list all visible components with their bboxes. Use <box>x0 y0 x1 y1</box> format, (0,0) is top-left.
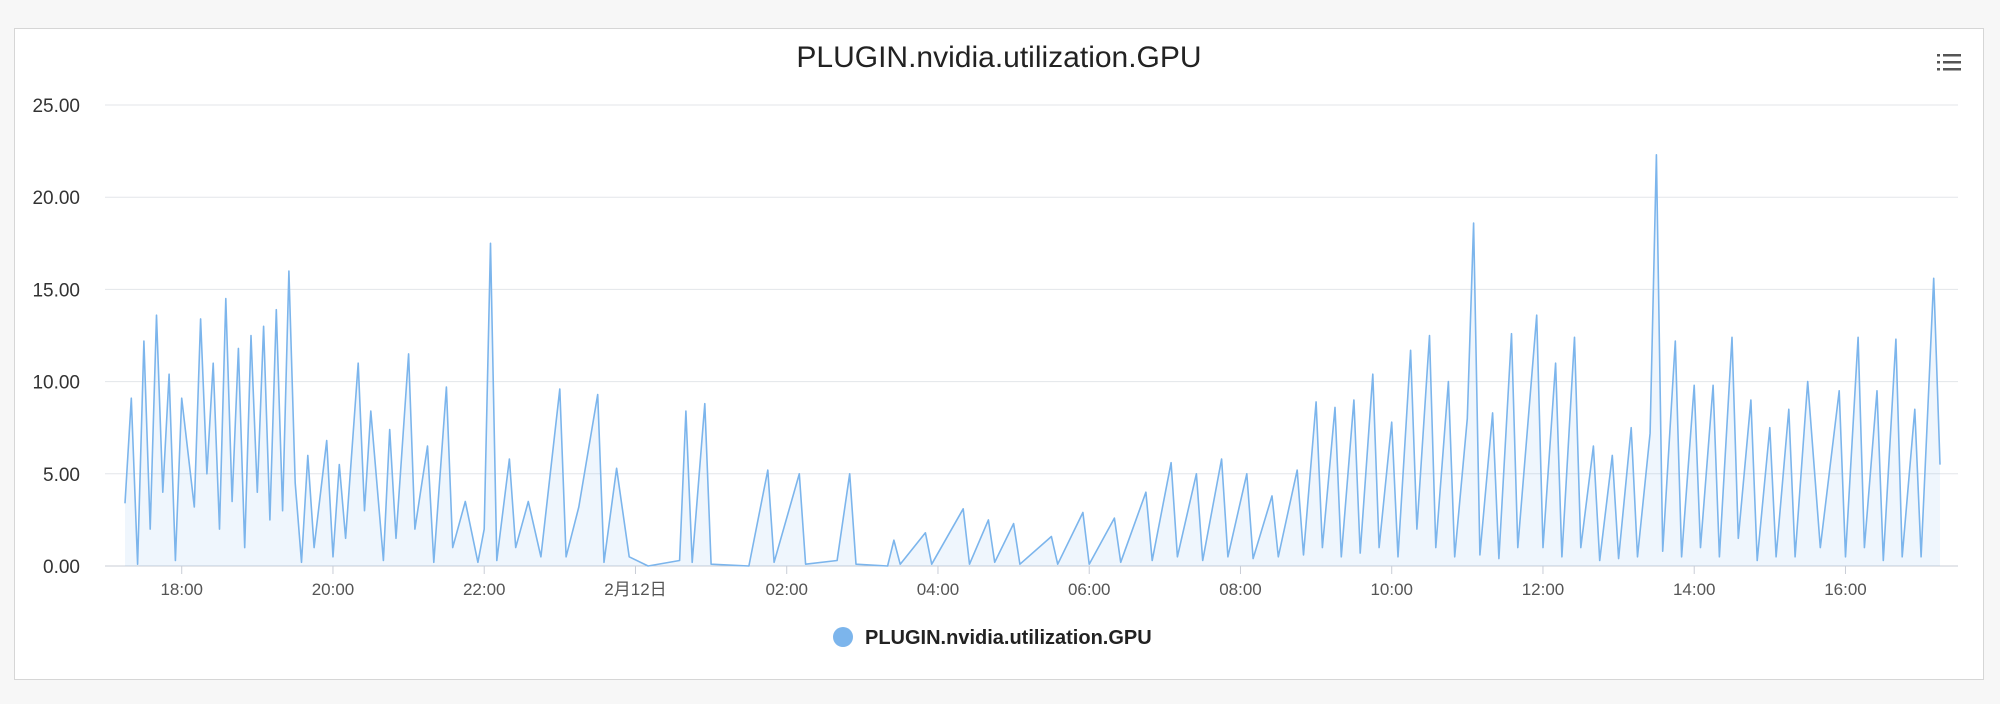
chart-menu-button[interactable] <box>1933 47 1965 79</box>
x-tick-label: 06:00 <box>1068 580 1111 599</box>
series-area <box>125 154 1940 567</box>
legend-label: PLUGIN.nvidia.utilization.GPU <box>865 627 1152 649</box>
series-line <box>124 154 1941 567</box>
y-tick-label: 0.00 <box>43 557 80 578</box>
x-tick-label: 18:00 <box>160 580 203 599</box>
x-tick-label: 20:00 <box>312 580 355 599</box>
x-tick-label: 08:00 <box>1219 580 1262 599</box>
x-tick-label: 02:00 <box>765 580 808 599</box>
x-tick-label: 16:00 <box>1824 580 1867 599</box>
y-tick-label: 5.00 <box>43 465 80 486</box>
y-tick-label: 15.00 <box>32 280 80 301</box>
y-tick-label: 25.00 <box>32 96 80 117</box>
x-tick-label: 04:00 <box>917 580 960 599</box>
y-tick-label: 10.00 <box>32 373 80 394</box>
x-tick-label: 12:00 <box>1522 580 1565 599</box>
menu-list-icon <box>1937 54 1961 71</box>
x-tick-label: 22:00 <box>463 580 506 599</box>
chart-title: PLUGIN.nvidia.utilization.GPU <box>796 41 1202 74</box>
x-tick-label: 10:00 <box>1370 580 1413 599</box>
x-tick-label: 2月12日 <box>604 580 666 599</box>
x-tick-label: 14:00 <box>1673 580 1716 599</box>
legend-marker <box>833 627 853 647</box>
y-tick-label: 20.00 <box>32 188 80 209</box>
chart-panel: PLUGIN.nvidia.utilization.GPU <box>14 28 1984 680</box>
